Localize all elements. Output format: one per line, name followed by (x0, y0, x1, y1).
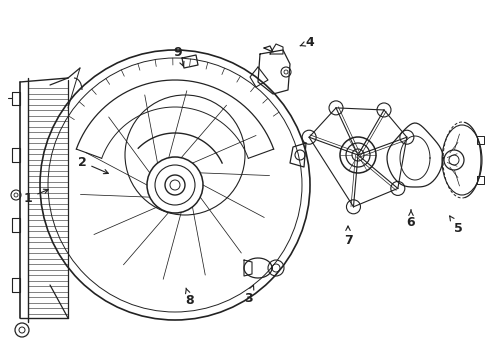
Text: 8: 8 (186, 288, 195, 306)
Text: 5: 5 (450, 216, 463, 234)
Text: 4: 4 (300, 36, 315, 49)
Text: 3: 3 (244, 285, 254, 305)
Text: 2: 2 (77, 156, 108, 174)
Text: 6: 6 (407, 210, 416, 229)
Text: 1: 1 (24, 189, 49, 204)
Text: 9: 9 (173, 45, 184, 66)
Text: 7: 7 (343, 226, 352, 247)
